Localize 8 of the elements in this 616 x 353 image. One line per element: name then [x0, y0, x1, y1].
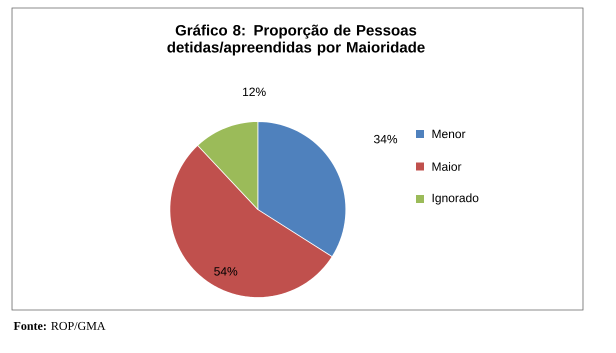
text: Fonte: ROP/GMA — [14, 322, 106, 330]
legend-label: Maior — [432, 162, 462, 171]
chart-title: Gráfico 8: Proporção de Pessoas detidas/apreendidas por Maioridade — [167, 24, 425, 56]
data-label: 12% — [243, 88, 266, 96]
legend-label: Ignorado — [432, 193, 478, 205]
data-label: 34% — [374, 134, 398, 144]
legend-label: Menor — [432, 130, 466, 138]
data-label: 54% — [214, 267, 238, 276]
